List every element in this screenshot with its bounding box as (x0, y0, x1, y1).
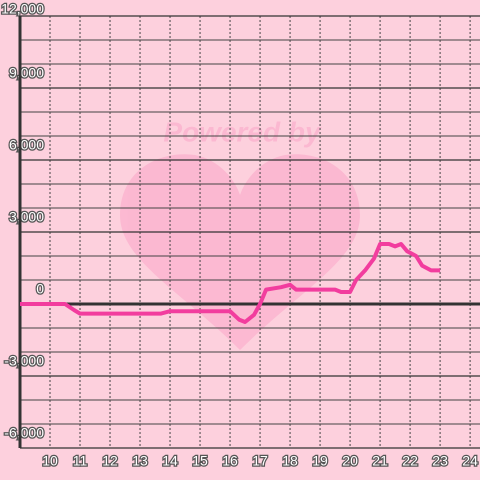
x-tick-label: 18 (282, 453, 298, 469)
x-tick-label: 13 (132, 453, 148, 469)
y-tick-label: 0 (36, 281, 44, 297)
heart (120, 154, 360, 350)
y-tick-label: 3,000 (9, 209, 44, 225)
x-tick-label: 24 (462, 453, 478, 469)
watermark-text: Powered by (163, 116, 322, 147)
y-tick-label: 6,000 (9, 137, 44, 153)
y-tick-label: -6,000 (4, 425, 44, 441)
x-tick-label: 21 (372, 453, 388, 469)
x-tick-label: 23 (432, 453, 448, 469)
y-tick-label: 12,000 (1, 1, 44, 17)
x-tick-label: 17 (252, 453, 268, 469)
x-tick-label: 15 (192, 453, 208, 469)
data-line (20, 242, 441, 324)
x-tick-label: 14 (162, 453, 178, 469)
x-tick-label: 11 (73, 453, 88, 469)
watermark: Powered by (120, 116, 360, 350)
x-tick-label: 12 (102, 453, 118, 469)
y-tick-label: -3,000 (4, 353, 44, 369)
x-tick-label: 19 (312, 453, 328, 469)
y-tick-label: 9,000 (9, 65, 44, 81)
x-tick-label: 10 (42, 453, 58, 469)
x-tick-label: 20 (342, 453, 358, 469)
x-tick-label: 16 (222, 453, 238, 469)
x-tick-label: 22 (402, 453, 418, 469)
